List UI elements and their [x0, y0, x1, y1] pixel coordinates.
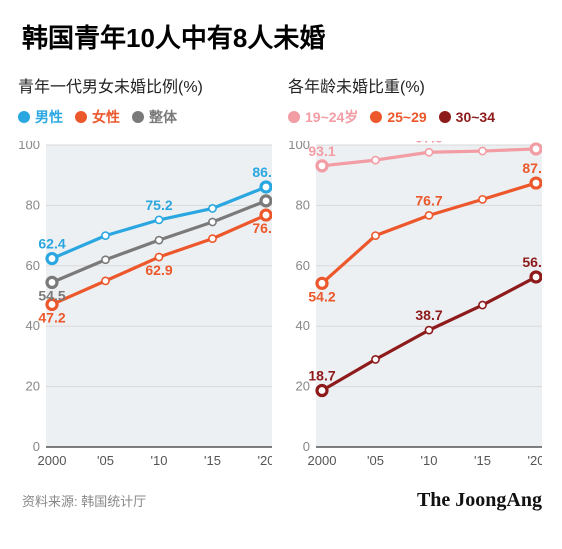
legend-dot-a30_34: [439, 111, 451, 123]
svg-text:86.1: 86.1: [252, 164, 272, 180]
legend-item-female: 女性: [75, 107, 120, 127]
right-legend: 19~24岁 25~29 30~34: [288, 107, 544, 127]
right-subtitle: 各年龄未婚比重(%): [288, 73, 544, 97]
svg-text:'05: '05: [367, 453, 384, 468]
left-chart: 青年一代男女未婚比例(%) 男性女性整体 0204060801002000'05…: [18, 73, 274, 471]
source-label: 资料来源: 韩国统计厅: [22, 491, 146, 510]
svg-text:'15: '15: [474, 453, 491, 468]
svg-text:0: 0: [303, 439, 310, 454]
svg-text:0: 0: [33, 439, 40, 454]
svg-text:'20: '20: [528, 453, 542, 468]
legend-dot-male: [18, 111, 30, 123]
legend-item-a30_34: 30~34: [439, 109, 495, 125]
svg-text:87.4: 87.4: [522, 160, 542, 176]
svg-text:'10: '10: [151, 453, 168, 468]
legend-label-female: 女性: [92, 107, 120, 127]
left-plot: 0204060801002000'05'10'15'2062.475.286.1…: [18, 141, 272, 471]
legend-label-a25_29: 25~29: [387, 109, 426, 125]
footer: 资料来源: 韩国统计厅 The JoongAng: [0, 477, 562, 512]
svg-text:20: 20: [26, 379, 40, 394]
charts-row: 青年一代男女未婚比例(%) 男性 女性 整体 0 20 40 60 80 100 2000 '05…: [0, 73, 562, 471]
svg-text:93.1: 93.1: [308, 143, 335, 159]
svg-text:56.3: 56.3: [522, 254, 542, 270]
svg-text:'10: '10: [421, 453, 438, 468]
legend-dot-female: [75, 111, 87, 123]
svg-text:2000: 2000: [38, 453, 67, 468]
legend-label-total: 整体: [149, 107, 177, 127]
page-title: 韩国青年10人中有8人未婚: [0, 0, 562, 55]
svg-text:60: 60: [26, 258, 40, 273]
svg-text:47.2: 47.2: [38, 309, 65, 325]
svg-text:75.2: 75.2: [145, 197, 172, 213]
svg-text:76.7: 76.7: [415, 192, 442, 208]
svg-text:60: 60: [296, 258, 310, 273]
svg-text:54.2: 54.2: [308, 288, 335, 304]
svg-text:62.9: 62.9: [145, 262, 172, 278]
legend-item-a19_24: 19~24岁: [288, 107, 358, 127]
svg-text:'15: '15: [204, 453, 221, 468]
left-legend: 男性 女性 整体: [18, 107, 274, 127]
svg-text:54.5: 54.5: [38, 287, 65, 303]
right-plot: 0204060801002000'05'10'15'2093.197.698.7…: [288, 141, 542, 471]
legend-item-a25_29: 25~29: [370, 109, 426, 125]
legend-label-a30_34: 30~34: [456, 109, 495, 125]
svg-text:40: 40: [296, 318, 310, 333]
svg-text:80: 80: [26, 197, 40, 212]
svg-text:'20: '20: [258, 453, 272, 468]
left-subtitle: 青年一代男女未婚比例(%): [18, 73, 274, 97]
legend-item-total: 整体: [132, 107, 177, 127]
svg-text:97.6: 97.6: [415, 141, 442, 145]
svg-text:'05: '05: [97, 453, 114, 468]
legend-dot-a25_29: [370, 111, 382, 123]
legend-dot-a19_24: [288, 111, 300, 123]
svg-text:18.7: 18.7: [308, 368, 335, 384]
svg-text:38.7: 38.7: [415, 307, 442, 323]
right-chart: 各年龄未婚比重(%) 19~24岁25~2930~34 020406080100…: [288, 73, 544, 471]
svg-text:62.4: 62.4: [38, 236, 65, 252]
legend-label-male: 男性: [35, 107, 63, 127]
legend-label-a19_24: 19~24岁: [305, 107, 358, 127]
svg-text:2000: 2000: [308, 453, 337, 468]
svg-text:98.7: 98.7: [522, 141, 542, 142]
legend-item-male: 男性: [18, 107, 63, 127]
svg-text:100: 100: [18, 141, 40, 152]
svg-text:76.8: 76.8: [252, 220, 272, 236]
legend-dot-total: [132, 111, 144, 123]
svg-text:100: 100: [288, 141, 310, 152]
svg-text:80: 80: [296, 197, 310, 212]
brand-label: The JoongAng: [417, 489, 542, 512]
